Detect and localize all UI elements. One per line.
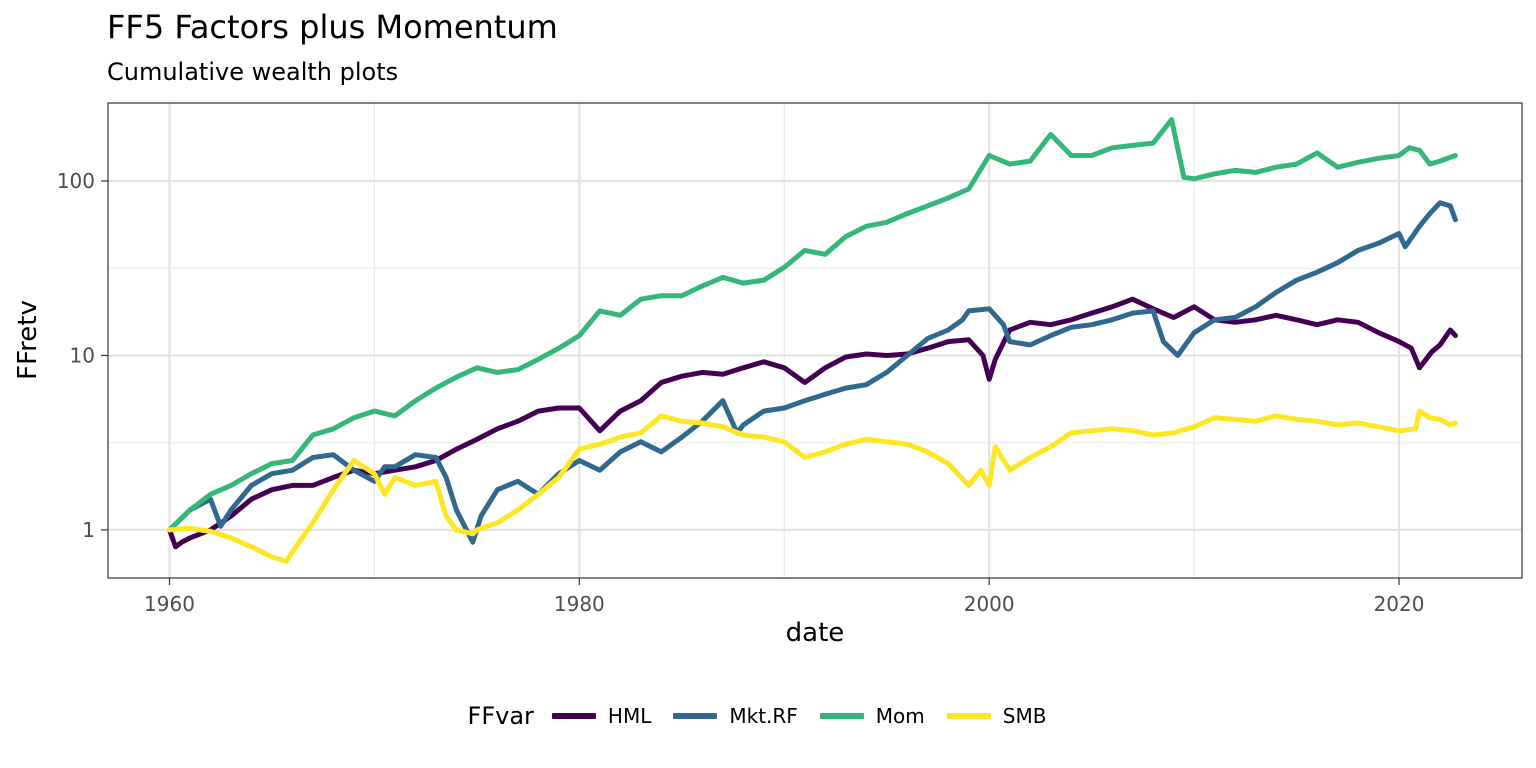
x-tick-label: 1980 bbox=[554, 592, 605, 616]
chart-title: FF5 Factors plus Momentum bbox=[107, 8, 558, 46]
series-line-hml bbox=[167, 296, 1458, 550]
legend-item-hml: HML bbox=[551, 704, 652, 728]
minor-grid bbox=[108, 103, 1522, 578]
legend-items: HML Mkt.RF Mom SMB bbox=[551, 704, 1069, 728]
x-axis-title: date bbox=[786, 618, 845, 648]
legend-label: Mom bbox=[875, 704, 925, 728]
legend-key bbox=[946, 713, 991, 719]
x-tick-label: 1960 bbox=[144, 592, 195, 616]
legend-item-smb: SMB bbox=[946, 704, 1047, 728]
series-line-mkt-rf bbox=[167, 200, 1458, 545]
axes: 1960 1980 2000 2020 1 10 100 bbox=[57, 169, 1425, 616]
legend-item-mom: Mom bbox=[819, 704, 925, 728]
legend-label: Mkt.RF bbox=[729, 704, 798, 728]
legend-label: HML bbox=[607, 704, 652, 728]
series-line-smb bbox=[167, 408, 1458, 564]
plot-panel bbox=[108, 103, 1522, 578]
y-tick-label: 10 bbox=[70, 343, 95, 367]
x-tick-label: 2000 bbox=[964, 592, 1015, 616]
legend-key bbox=[551, 713, 596, 719]
plot-border bbox=[107, 102, 1523, 579]
y-tick-label: 100 bbox=[57, 169, 95, 193]
legend-label: SMB bbox=[1002, 704, 1047, 728]
x-tick-label: 2020 bbox=[1374, 592, 1425, 616]
series-line-mom bbox=[167, 117, 1458, 533]
series-layer bbox=[167, 117, 1458, 564]
y-tick-label: 1 bbox=[82, 518, 95, 542]
legend-title: FFvar bbox=[467, 702, 534, 730]
chart-subtitle: Cumulative wealth plots bbox=[107, 58, 399, 86]
legend-key bbox=[819, 713, 864, 719]
legend-item-mkt-rf: Mkt.RF bbox=[673, 704, 798, 728]
y-axis-title: FFretv bbox=[13, 300, 43, 380]
legend: FFvar HML Mkt.RF Mom SMB bbox=[0, 696, 1536, 736]
legend-key bbox=[673, 713, 718, 719]
